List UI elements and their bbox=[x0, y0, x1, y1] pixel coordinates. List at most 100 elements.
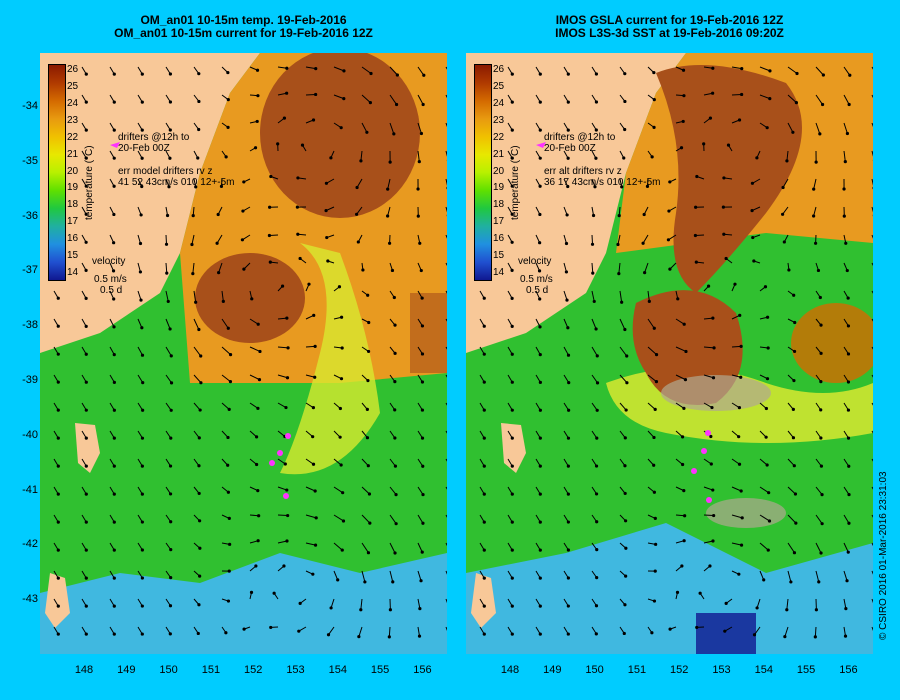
velocity-arrow-head bbox=[538, 576, 542, 580]
velocity-arrow-head bbox=[510, 576, 514, 580]
velocity-arrow-head bbox=[752, 633, 757, 637]
velocity-scale-time: 0.5 d bbox=[100, 285, 123, 296]
velocity-arrow-head bbox=[420, 324, 425, 328]
velocity-arrow-head bbox=[420, 296, 424, 300]
velocity-arrow-head bbox=[339, 126, 343, 130]
velocity-arrow-head bbox=[197, 72, 201, 76]
velocity-arrow bbox=[731, 66, 742, 70]
drifter-marker bbox=[706, 497, 712, 503]
velocity-arrow bbox=[591, 262, 594, 274]
velocity-arrow-head bbox=[566, 72, 570, 76]
velocity-arrow-head bbox=[510, 296, 514, 300]
velocity-arrow-head bbox=[642, 212, 646, 217]
velocity-arrow-head bbox=[764, 435, 768, 439]
velocity-arrow-head bbox=[623, 327, 627, 332]
velocity-arrow bbox=[871, 346, 873, 350]
velocity-arrow-head bbox=[298, 256, 302, 261]
velocity-arrow-head bbox=[538, 408, 542, 412]
velocity-arrow-head bbox=[763, 285, 768, 289]
right-title-line1: IMOS GSLA current for 19-Feb-2016 12Z bbox=[555, 13, 784, 27]
velocity-arrow-head bbox=[819, 323, 823, 327]
colorbar-tick-label: 24 bbox=[493, 97, 505, 109]
velocity-arrow bbox=[389, 122, 395, 135]
right-drifters-note: drifters @12h to 20-Feb 00Z bbox=[544, 132, 615, 154]
longitude-tick-label: 149 bbox=[543, 664, 562, 676]
velocity-arrow bbox=[221, 374, 231, 383]
velocity-arrow-head bbox=[650, 631, 654, 635]
velocity-arrow-head bbox=[623, 127, 627, 132]
cloud-mask bbox=[661, 375, 771, 411]
velocity-arrow-head bbox=[739, 344, 743, 348]
velocity-arrow-head bbox=[762, 578, 766, 582]
velocity-arrow-head bbox=[708, 564, 712, 568]
velocity-arrow-head bbox=[620, 185, 624, 189]
velocity-arrow-head bbox=[846, 550, 850, 554]
velocity-arrow-head bbox=[313, 489, 317, 493]
velocity-arrow-head bbox=[112, 212, 116, 217]
velocity-arrow-head bbox=[594, 156, 598, 160]
velocity-arrow-head bbox=[416, 214, 420, 218]
velocity-arrow-head bbox=[112, 492, 116, 496]
velocity-arrow bbox=[305, 514, 317, 519]
velocity-arrow-head bbox=[594, 464, 599, 468]
velocity-arrow-head bbox=[694, 260, 698, 264]
velocity-arrow bbox=[417, 150, 420, 162]
velocity-arrow-head bbox=[538, 72, 542, 76]
velocity-arrow-head bbox=[197, 99, 201, 104]
velocity-arrow-head bbox=[709, 434, 713, 439]
colorbar-tick-label: 21 bbox=[67, 148, 79, 160]
velocity-arrow-head bbox=[140, 436, 145, 440]
colorbar-tick-label: 19 bbox=[493, 182, 505, 194]
colorbar-tick-label: 23 bbox=[67, 114, 79, 126]
left-title-line1: OM_an01 10-15m temp. 19-Feb-2016 bbox=[140, 13, 347, 27]
velocity-arrow-head bbox=[510, 380, 514, 384]
velocity-arrow-head bbox=[792, 293, 796, 297]
drifters-line2: 20-Feb 00Z bbox=[118, 143, 170, 154]
velocity-arrow-head bbox=[169, 381, 174, 385]
velocity-arrow-head bbox=[783, 635, 787, 639]
velocity-arrow-head bbox=[750, 181, 755, 185]
velocity-arrow-head bbox=[842, 187, 846, 191]
velocity-arrow-head bbox=[284, 405, 288, 410]
velocity-arrow-head bbox=[416, 187, 420, 191]
colorbar-tick-label: 20 bbox=[493, 165, 505, 177]
velocity-arrow-head bbox=[768, 96, 772, 101]
velocity-arrow-head bbox=[112, 128, 116, 132]
velocity-arrow-head bbox=[227, 569, 231, 573]
velocity-arrow-head bbox=[668, 267, 672, 271]
velocity-arrow-head bbox=[422, 73, 426, 77]
velocity-arrow-head bbox=[446, 186, 447, 190]
velocity-arrow-head bbox=[566, 604, 570, 608]
velocity-arrow-head bbox=[682, 539, 686, 543]
velocity-arrow-head bbox=[363, 580, 367, 584]
velocity-arrow-head bbox=[566, 520, 570, 524]
velocity-arrow bbox=[445, 178, 447, 186]
velocity-arrow-head bbox=[56, 604, 60, 608]
velocity-arrow-head bbox=[739, 489, 743, 493]
velocity-arrow bbox=[361, 542, 369, 553]
velocity-arrow bbox=[277, 346, 289, 349]
velocity-arrow-head bbox=[340, 548, 344, 552]
velocity-arrow-head bbox=[393, 351, 397, 355]
velocity-arrow-head bbox=[56, 492, 60, 496]
velocity-arrow bbox=[356, 178, 363, 188]
velocity-arrow-head bbox=[418, 241, 422, 245]
velocity-arrow-head bbox=[84, 128, 88, 132]
velocity-arrow-head bbox=[84, 352, 88, 356]
colorbar-tick-label: 23 bbox=[493, 114, 505, 126]
velocity-arrow-head bbox=[818, 295, 822, 300]
velocity-arrow-head bbox=[339, 377, 344, 381]
velocity-arrow-head bbox=[388, 160, 392, 164]
velocity-arrow bbox=[675, 318, 685, 325]
velocity-arrow-head bbox=[847, 464, 851, 468]
velocity-arrow-head bbox=[682, 322, 686, 326]
velocity-arrow-head bbox=[482, 548, 486, 552]
velocity-arrow bbox=[417, 122, 422, 134]
velocity-label: velocity bbox=[518, 256, 552, 267]
velocity-arrow-head bbox=[242, 627, 246, 631]
velocity-arrow-head bbox=[84, 212, 88, 216]
velocity-arrow-head bbox=[765, 463, 769, 467]
velocity-arrow-head bbox=[241, 209, 245, 213]
velocity-arrow-head bbox=[726, 143, 731, 147]
velocity-arrow-head bbox=[393, 551, 397, 555]
